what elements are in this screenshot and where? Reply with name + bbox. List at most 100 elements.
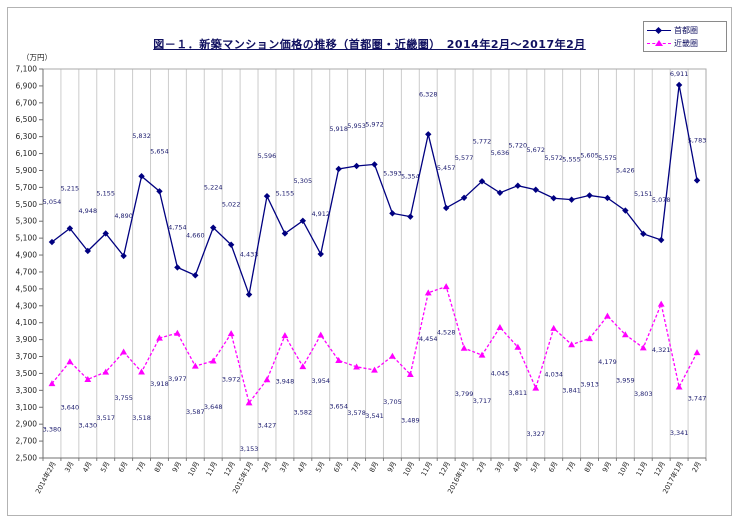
data-point-triangle [102,368,110,375]
data-point-diamond [425,131,432,138]
x-tick-label: 7月 [565,460,577,474]
data-point-triangle [514,343,522,350]
y-tick-label: 2,700 [16,437,38,446]
x-tick-label: 5月 [529,460,541,474]
data-point-diamond [192,272,199,279]
data-label: 4,528 [437,329,456,337]
data-point-triangle [406,370,414,377]
data-point-triangle [245,399,253,406]
data-label: 5,155 [96,189,115,197]
y-tick-label: 5,100 [16,234,38,243]
y-tick-label: 6,500 [16,115,38,124]
data-point-triangle [299,363,307,370]
x-tick-label: 10月 [187,460,201,477]
data-point-triangle [227,330,235,337]
data-point-diamond [640,230,647,238]
data-label: 5,224 [204,184,223,192]
data-label: 5,918 [329,125,348,133]
data-label: 3,517 [96,414,115,422]
data-point-triangle [586,335,593,342]
data-label: 4,433 [240,251,259,259]
legend: 首都圏 近畿圏 [643,21,727,52]
x-tick-label: 4月 [296,460,308,474]
y-tick-label: 7,100 [16,65,38,74]
y-tick-label: 6,700 [16,98,38,107]
data-label: 5,953 [347,122,366,130]
data-point-diamond [84,247,91,255]
data-point-triangle [693,349,701,356]
data-label: 4,660 [186,231,205,239]
data-point-diamond [102,230,109,237]
data-point-diamond [281,230,289,237]
data-label: 3,803 [634,390,653,398]
data-point-triangle [317,331,325,338]
outer-border-frame [7,7,732,516]
data-label: 3,972 [222,376,241,384]
data-point-triangle [84,375,92,382]
data-label: 5,832 [132,132,151,140]
data-label: 3,518 [132,414,151,422]
data-point-triangle [156,334,163,341]
data-label: 5,783 [688,136,707,144]
x-tick-label: 5月 [314,460,326,474]
data-point-diamond [317,250,324,258]
y-tick-label: 4,700 [16,267,38,276]
data-point-triangle [66,358,74,365]
kinkiken-line-sample-icon [647,39,671,48]
data-point-diamond [514,182,522,189]
y-tick-label: 5,500 [16,200,38,209]
data-label: 5,720 [509,142,528,150]
data-label: 3,582 [294,409,313,417]
data-label: 6,328 [419,90,438,98]
x-tick-label: 8月 [153,460,165,474]
x-tick-label: 3月 [63,460,75,474]
data-point-triangle [621,331,629,338]
data-point-triangle [263,376,271,383]
data-point-diamond [675,81,683,89]
data-label: 3,841 [562,387,581,395]
data-point-triangle [568,341,576,348]
x-tick-label: 2月 [691,460,703,474]
data-point-diamond [210,224,217,231]
data-point-diamond [478,178,486,185]
y-tick-label: 6,900 [16,81,38,90]
data-label: 3,341 [670,429,689,437]
data-label: 5,155 [276,189,295,197]
y-tick-label: 5,900 [16,166,38,175]
data-label: 3,541 [365,412,384,420]
x-tick-label: 4月 [81,460,93,474]
data-label: 5,555 [562,156,581,164]
data-label: 5,605 [580,151,599,159]
legend-label-shutoken: 首都圏 [674,26,698,35]
data-label: 3,153 [240,445,259,453]
x-tick-label: 2月 [260,460,272,474]
data-label: 4,754 [168,223,187,231]
x-tick-label: 3月 [278,460,290,474]
data-label: 3,954 [311,377,330,385]
y-tick-label: 5,300 [16,217,38,226]
data-label: 3,948 [276,378,295,386]
data-point-triangle [120,348,128,355]
data-point-diamond [442,204,450,212]
data-point-diamond [120,252,127,260]
data-point-triangle [424,289,432,296]
data-label: 4,321 [652,346,671,354]
data-label: 3,977 [168,375,187,383]
data-point-diamond [693,177,701,184]
data-label: 5,772 [473,137,492,145]
data-label: 4,948 [78,207,97,215]
data-point-triangle [496,323,504,330]
data-point-diamond [263,192,271,200]
data-label: 4,454 [419,335,438,343]
data-point-triangle [550,324,558,331]
data-label: 4,034 [544,370,563,378]
data-label: 5,672 [526,146,545,154]
data-label: 5,215 [61,184,80,192]
data-label: 5,305 [294,177,313,185]
x-tick-label: 11月 [205,460,219,477]
data-label: 3,705 [383,398,402,406]
x-tick-label: 3月 [493,460,505,474]
data-point-triangle [460,344,468,351]
